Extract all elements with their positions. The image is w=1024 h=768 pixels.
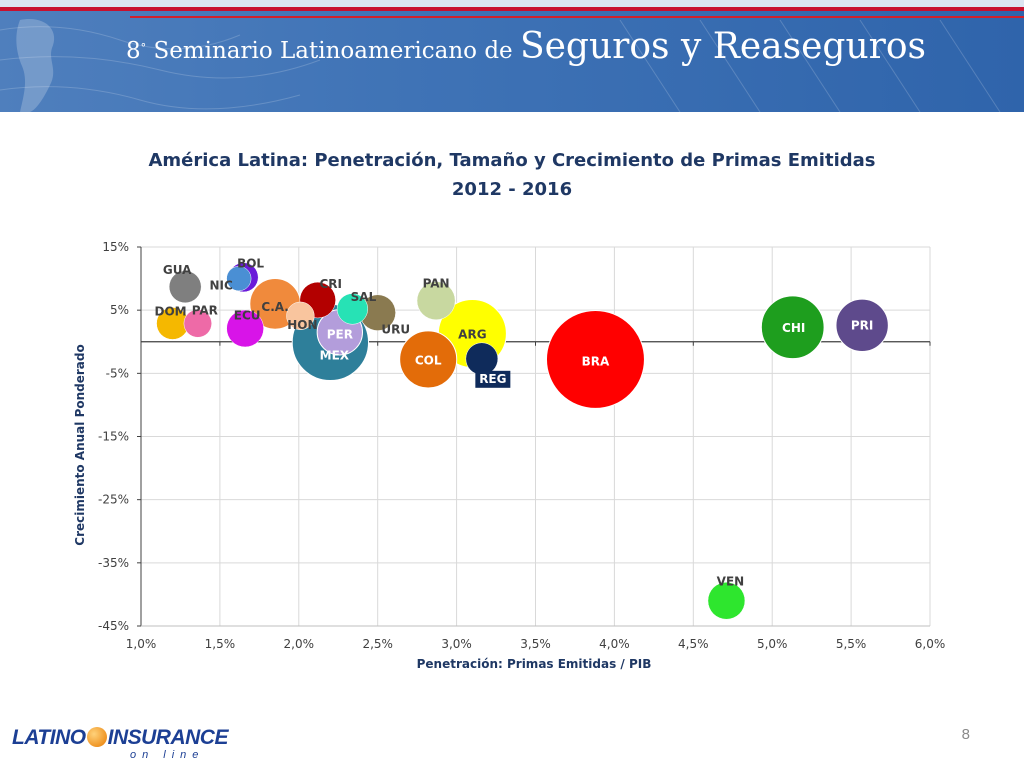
bubble-nic bbox=[226, 266, 252, 292]
x-tick-label: 1,0% bbox=[126, 637, 157, 651]
bubble-chi bbox=[760, 295, 825, 360]
axes: 1,0% 1,5% 2,0% 2,5% 3,0% 3,5% 4,0% 4,5% 5,0% 5,5%… bbox=[98, 240, 945, 651]
bubble-label-arg: ARG bbox=[458, 328, 486, 342]
bubble-pan bbox=[416, 281, 456, 321]
y-tick-label: -35% bbox=[98, 556, 129, 570]
latino-insurance-logo: LATINO INSURANCE on line bbox=[12, 726, 228, 766]
logo-part2: INSURANCE bbox=[107, 726, 229, 749]
chart-title-line2: 2012 - 2016 bbox=[451, 179, 573, 200]
y-tick-label: -45% bbox=[98, 619, 129, 633]
bubble-pri bbox=[835, 298, 889, 353]
chart-title-line1: América Latina: Penetración, Tamaño y Cr… bbox=[148, 150, 876, 171]
seminar-title-big: Seguros y Reaseguros bbox=[519, 26, 926, 67]
label-box-reg bbox=[475, 370, 511, 388]
bubble-label-ca.: C.A. bbox=[261, 300, 288, 314]
bubble-label-sal: SAL bbox=[351, 290, 377, 304]
x-tick-label: 5,0% bbox=[757, 637, 788, 651]
y-tick-label: -5% bbox=[106, 366, 129, 380]
bubble-label-bol: BOL bbox=[237, 256, 264, 270]
bubble-label-gua: GUA bbox=[163, 263, 192, 277]
bubble-label-bra: BRA bbox=[582, 354, 610, 368]
seminar-ordinal: 8 bbox=[126, 38, 141, 64]
bubble-label-cri: CRI bbox=[319, 277, 342, 291]
bubble-ven bbox=[707, 581, 746, 620]
x-tick-label: 1,5% bbox=[205, 637, 236, 651]
bubble-gua bbox=[168, 270, 202, 304]
x-axis-title: Penetración: Primas Emitidas / PIB bbox=[417, 657, 652, 671]
bubble-par bbox=[183, 309, 212, 338]
banner-red-line bbox=[0, 7, 1024, 11]
seminar-title-small: Seminario Latinoamericano de bbox=[146, 38, 520, 64]
bubble-label-chi: CHI bbox=[782, 321, 805, 335]
bubble-label-mex: MEX bbox=[320, 348, 350, 362]
logo-subtitle: on line bbox=[130, 749, 205, 761]
x-tick-label: 4,5% bbox=[678, 637, 709, 651]
bubble-label-ven: VEN bbox=[717, 575, 745, 589]
bubble-label-uru: URU bbox=[381, 323, 410, 337]
chart-title: América Latina: Penetración, Tamaño y Cr… bbox=[0, 146, 1024, 204]
bubble-sal bbox=[336, 293, 369, 325]
x-tick-label: 6,0% bbox=[915, 637, 946, 651]
bubble-label-col: COL bbox=[415, 353, 442, 367]
y-axis-title: Crecimiento Anual Ponderado bbox=[73, 344, 87, 545]
y-tick-label: 15% bbox=[102, 240, 129, 254]
bubble-hon bbox=[286, 301, 315, 330]
bubble-ecu bbox=[226, 309, 264, 348]
y-tick-label: 5% bbox=[110, 303, 129, 317]
bubble-label-per: PER bbox=[327, 327, 353, 341]
x-tick-label: 4,0% bbox=[599, 637, 630, 651]
banner-rule bbox=[130, 16, 1024, 18]
y-tick-label: -25% bbox=[98, 493, 129, 507]
seminar-ordinal-sup: ° bbox=[140, 41, 147, 55]
y-tick-label: -15% bbox=[98, 430, 129, 444]
x-tick-label: 3,0% bbox=[441, 637, 472, 651]
bubble-label-pan: PAN bbox=[423, 277, 450, 291]
x-tick-label: 2,5% bbox=[362, 637, 393, 651]
bubble-label-reg: REG bbox=[479, 372, 506, 386]
x-tick-label: 2,0% bbox=[284, 637, 315, 651]
bubble-bra bbox=[545, 309, 645, 409]
bubble-label-hon: HON bbox=[287, 318, 317, 332]
page-number: 8 bbox=[961, 726, 970, 743]
banner-top-strip bbox=[0, 0, 1024, 7]
bubble-label-nic: NIC bbox=[210, 279, 234, 293]
bubble-label-dom: DOM bbox=[155, 304, 187, 318]
bubble-label-pri: PRI bbox=[851, 318, 874, 332]
header-banner: 8° Seminario Latinoamericano de Seguros … bbox=[0, 0, 1024, 112]
seminar-title: 8° Seminario Latinoamericano de Seguros … bbox=[126, 26, 926, 67]
bubble-col bbox=[399, 330, 458, 389]
x-tick-label: 3,5% bbox=[520, 637, 551, 651]
bubbles bbox=[156, 262, 889, 620]
map-pattern-decoration bbox=[0, 19, 1001, 112]
logo-part1: LATINO bbox=[12, 726, 86, 749]
bubble-label-ecu: ECU bbox=[234, 308, 261, 322]
bubble-label-par: PAR bbox=[192, 303, 218, 317]
logo-circle-icon bbox=[86, 727, 107, 747]
bubble-reg bbox=[465, 342, 499, 376]
x-tick-label: 5,5% bbox=[836, 637, 867, 651]
